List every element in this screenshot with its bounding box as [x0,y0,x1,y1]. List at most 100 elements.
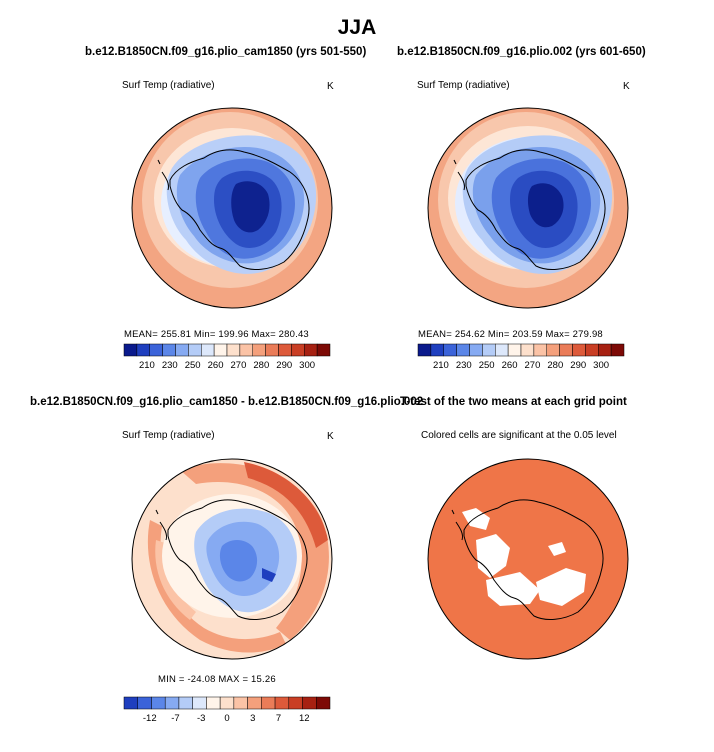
colorbar-swatch [123,343,138,357]
panel-2-variable-label: Surf Temp (radiative) [417,80,510,91]
colorbar-swatch [206,696,221,710]
colorbar-swatch [288,696,303,710]
colorbar-tick-label: 280 [253,360,269,371]
colorbar-swatch [469,343,483,357]
antarctica-coastline [169,149,310,270]
colorbar-swatch [302,696,317,710]
diff-warm-ring-2 [244,462,328,548]
colorbar-swatch [278,343,292,357]
colorbar-swatch [274,696,290,710]
panel-3-polar-map [131,458,333,660]
colorbar-tick-label: -12 [143,713,157,724]
colorbar-swatch [233,696,248,710]
colorbar-swatch [213,343,228,357]
colorbar-swatch [162,343,176,357]
colorbar-tick-label: 300 [593,360,609,371]
colorbar-tick-label: 210 [433,360,449,371]
map-boundary [131,458,333,660]
insignificant-patch [476,534,510,578]
map-boundary [427,458,629,660]
panel-2-colorbar: 210 230 250 260 270 280 290 300 [417,343,625,371]
plateau-core [527,183,564,228]
colorbar-tick-label: 250 [185,360,201,371]
panel-4-polar-map [427,458,629,660]
colorbar-tick-label: 12 [299,713,310,724]
colorbar-tick-label: 290 [570,360,586,371]
panel-2-unit-label: K [623,81,630,92]
colorbar-swatch [316,343,331,357]
plateau-core [231,181,270,233]
panel-2-stats: MEAN= 254.62 Min= 203.59 Max= 279.98 [418,329,603,340]
panel-3-stats: MIN = -24.08 MAX = 15.26 [158,674,276,685]
colorbar-tick-label: -3 [197,713,205,724]
colorbar-tick-label: 230 [456,360,472,371]
panel-3-unit-label: K [327,431,334,442]
insignificant-patch [548,542,566,556]
colorbar-swatch [546,343,560,357]
panel-1-title: b.e12.B1850CN.f09_g16.plio_cam1850 (yrs … [85,46,367,58]
colorbar-swatch [247,696,262,710]
colorbar-tick-label: 0 [224,713,229,724]
colorbar-swatch [507,343,522,357]
colorbar-tick-label: 260 [502,360,518,371]
colorbar-swatch [226,343,241,357]
colorbar-swatch [137,696,152,710]
significant-cells [428,459,628,659]
colorbar-swatch [316,696,331,710]
colorbar-swatch [417,343,432,357]
panel-4-subtitle: Colored cells are significant at the 0.0… [421,430,617,441]
colorbar-tick-label: 280 [547,360,563,371]
panel-1-colorbar: 210 230 250 260 270 280 290 300 [123,343,331,371]
panel-3-title: b.e12.B1850CN.f09_g16.plio_cam1850 - b.e… [30,396,424,408]
diff-cold-spot [262,568,276,582]
colorbar-swatch [585,343,599,357]
colorbar-tick-label: 290 [276,360,292,371]
colorbar-swatch [175,343,189,357]
colorbar-swatch [533,343,547,357]
map-boundary [131,107,333,309]
colorbar-swatch [123,696,138,710]
panel-1-stats: MEAN= 255.81 Min= 199.96 Max= 280.43 [124,329,309,340]
panel-1-polar-map [131,107,333,309]
colorbar-tick-label: 230 [162,360,178,371]
insignificant-patch [536,568,586,606]
panel-1-unit-label: K [327,81,334,92]
south-america-tip [155,509,167,541]
colorbar-swatch [430,343,444,357]
colorbar-tick-label: 7 [276,713,281,724]
colorbar-tick-label: 300 [299,360,315,371]
south-america-tip [157,159,169,191]
south-america-tip [451,509,463,541]
colorbar-swatch [252,343,266,357]
colorbar-swatch [151,696,166,710]
panel-1-variable-label: Surf Temp (radiative) [122,80,215,91]
map-boundary [427,107,629,309]
diff-cool-zone-3 [219,540,258,582]
colorbar-swatch [178,696,193,710]
colorbar-tick-label: 3 [250,713,255,724]
panel-3-variable-label: Surf Temp (radiative) [122,430,215,441]
colorbar-swatch [219,696,235,710]
colorbar-swatch [149,343,163,357]
colorbar-tick-label: 250 [479,360,495,371]
colorbar-swatch [559,343,573,357]
colorbar-swatch [291,343,305,357]
colorbar-swatch [482,343,496,357]
insignificant-patch [486,572,540,606]
colorbar-swatch [520,343,535,357]
antarctica-coastline [463,499,604,620]
panel-3-colorbar: -12 -7 -3 0 3 7 12 [123,696,331,724]
colorbar-swatch [610,343,625,357]
season-title: JJA [337,16,377,39]
colorbar-tick-label: 260 [208,360,224,371]
colorbar-swatch [572,343,586,357]
colorbar-swatch [192,696,207,710]
colorbar-swatch [495,343,509,357]
colorbar-swatch [443,343,457,357]
panel-4-title: T-test of the two means at each grid poi… [400,396,627,408]
colorbar-swatch [201,343,215,357]
diff-warm-ring-1 [180,463,329,640]
colorbar-tick-label: 270 [525,360,541,371]
antarctica-coastline [167,499,308,620]
colorbar-swatch [239,343,253,357]
